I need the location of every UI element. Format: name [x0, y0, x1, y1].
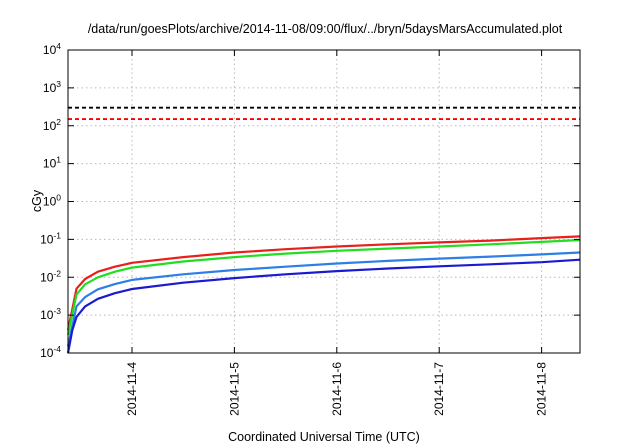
x-tick-label: 2014-11-4 [125, 362, 139, 416]
x-axis-ticks: 2014-11-4 2014-11-5 2014-11-6 2014-11-7 2014… [125, 50, 549, 416]
y-tick-label: 10-1 [40, 230, 61, 246]
y-tick-label: 104 [43, 41, 61, 57]
x-tick-label: 2014-11-5 [227, 362, 241, 416]
x-tick-label: 2014-11-7 [432, 362, 446, 416]
y-tick-label: 10-4 [40, 344, 61, 360]
x-axis-label: Coordinated Universal Time (UTC) [228, 430, 420, 444]
y-tick-label: 100 [43, 193, 61, 209]
reference-lines [68, 106, 580, 120]
y-tick-label: 103 [43, 79, 61, 95]
y-tick-label: 10-3 [40, 306, 61, 322]
series-line [66, 258, 581, 354]
series-line [66, 238, 581, 336]
y-tick-label: 101 [43, 155, 61, 171]
y-tick-label: 10-2 [40, 268, 61, 284]
y-tick-label: 102 [43, 117, 61, 133]
x-tick-label: 2014-11-6 [330, 362, 344, 416]
grid [68, 50, 580, 353]
series-line [66, 251, 581, 347]
series-line [66, 235, 581, 331]
x-tick-label: 2014-11-8 [535, 362, 549, 416]
y-axis-ticks: 10-4 10-3 10-2 10-1 100 101 102 103 104 [40, 41, 580, 360]
series-lines [66, 235, 581, 354]
chart-title: /data/run/goesPlots/archive/2014-11-08/0… [88, 22, 563, 36]
y-axis-label: cGy [30, 189, 44, 212]
